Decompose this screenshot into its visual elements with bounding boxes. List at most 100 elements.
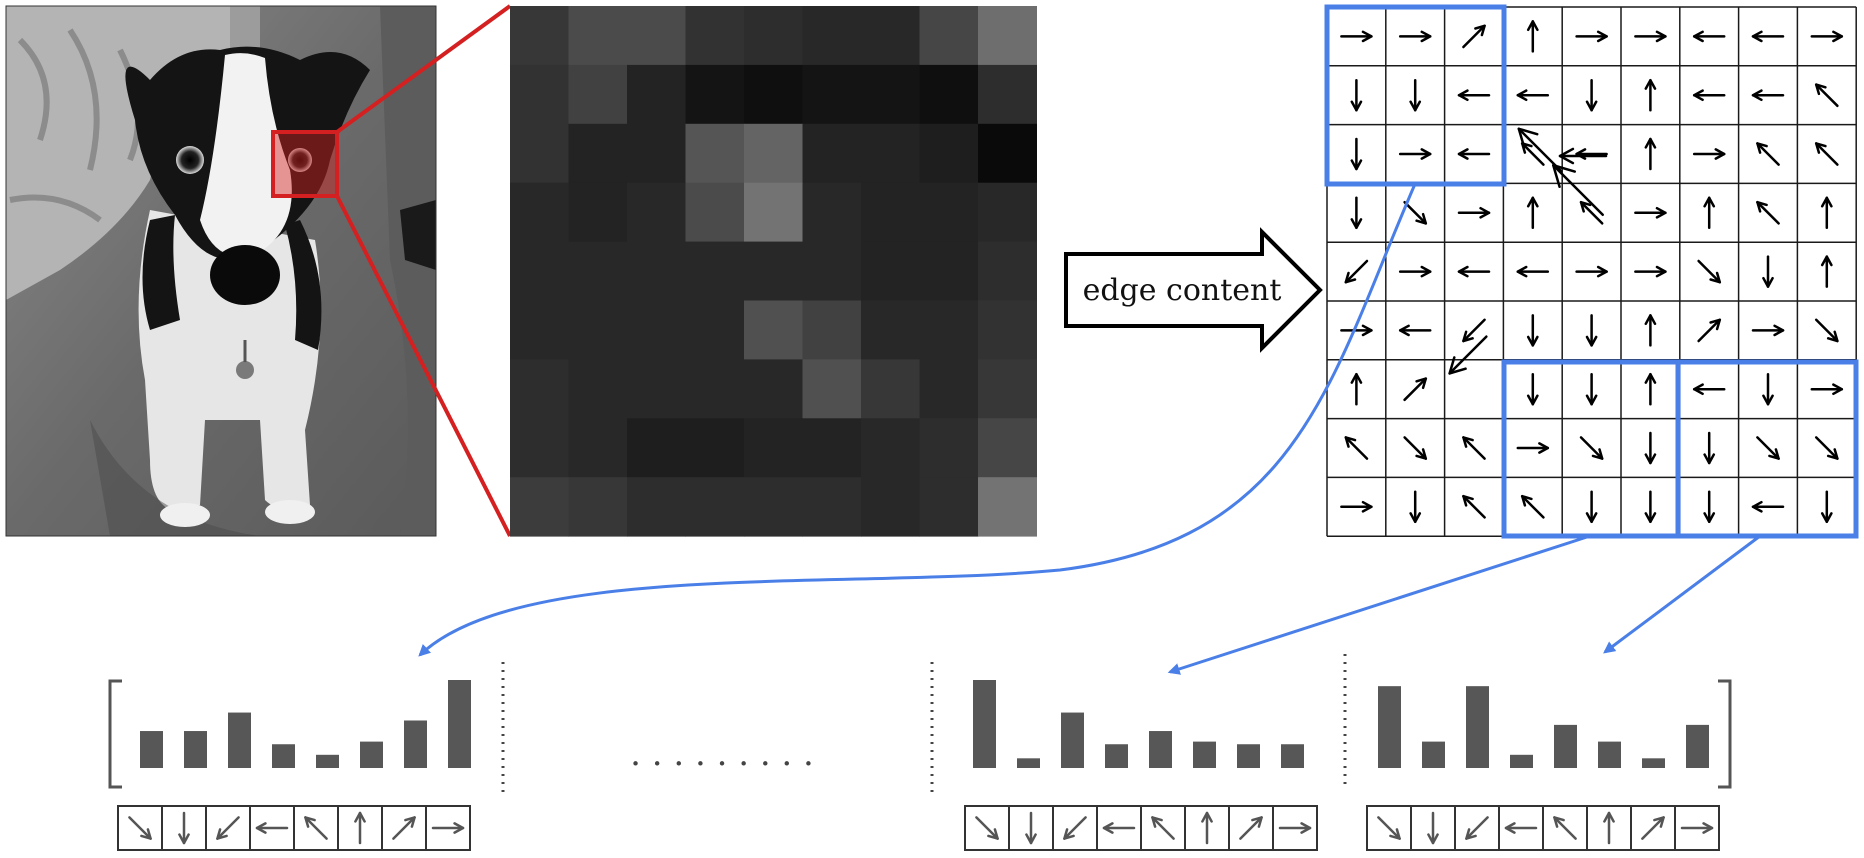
gradient-arrow [1697, 318, 1722, 343]
pixel-cell [919, 64, 979, 125]
histogram-bar [1510, 754, 1533, 768]
pixel-cell [978, 123, 1037, 184]
pixel-cell [861, 359, 920, 419]
pixel-cell [510, 477, 569, 537]
histogram-bar [1686, 724, 1709, 768]
histogram-bar [1237, 744, 1260, 768]
gradient-arrow [1340, 30, 1373, 43]
gradient-arrow-long [1517, 127, 1563, 173]
pixel-cell [510, 418, 569, 478]
gradient-arrow [1398, 148, 1432, 160]
pixel-cell [627, 6, 686, 66]
pixel-cell [568, 182, 628, 243]
bin-arrow [1102, 822, 1136, 834]
pixel-cell [802, 418, 862, 478]
gradient-arrow [1814, 142, 1839, 166]
bin-arrow [1025, 811, 1037, 845]
bin-arrow [304, 816, 328, 840]
gradient-arrow [1403, 377, 1428, 402]
bin-arrow [975, 816, 999, 840]
pixel-cell [861, 123, 920, 184]
gradient-arrow-long [1552, 164, 1604, 216]
gradient-arrow [1644, 314, 1657, 347]
selection-box-top-left [1324, 4, 1507, 187]
gradient-arrow [1520, 494, 1545, 519]
histogram-bar [1598, 741, 1621, 768]
gradient-arrow [1751, 324, 1785, 337]
gradient-arrow [1403, 436, 1428, 460]
pixel-cell [978, 241, 1037, 301]
pixel-cell [919, 359, 979, 419]
gradient-orientation-grid [1326, 6, 1857, 537]
gradient-arrow [1820, 255, 1833, 288]
bin-arrow [431, 822, 465, 834]
bin-arrow [1504, 822, 1538, 834]
pixel-cell [744, 241, 803, 301]
pixel-cell [568, 64, 628, 125]
gradient-arrow [1579, 200, 1604, 225]
pixel-cell [861, 241, 920, 301]
gradient-arrow [1575, 265, 1608, 278]
bin-arrow [1680, 822, 1714, 834]
gradient-arrow [1403, 200, 1428, 225]
pixel-cell [568, 6, 628, 66]
pixel-cell [861, 64, 920, 125]
pixel-cell [919, 477, 979, 537]
pixel-cell [919, 241, 979, 301]
pixel-cell [685, 300, 745, 360]
histogram-1 [140, 680, 471, 768]
bin-legend-2 [964, 805, 1318, 851]
pixel-cell [978, 300, 1037, 360]
pixel-cell [744, 64, 803, 125]
gradient-arrow [1644, 431, 1657, 465]
connector-top-left [418, 183, 1417, 657]
pixel-cell [802, 300, 862, 360]
gradient-arrow [1350, 78, 1363, 112]
pixel-cell [802, 64, 862, 125]
histogram-bar [1281, 744, 1304, 768]
pixel-cell [744, 359, 803, 419]
pixel-cell [802, 123, 862, 184]
pixel-cell [510, 64, 569, 125]
gradient-arrow [1340, 324, 1373, 337]
cell-selections [1324, 4, 1859, 539]
pixel-cell [978, 477, 1037, 537]
gradient-arrow [1756, 142, 1780, 166]
pixel-cell [802, 359, 862, 419]
pixel-cell [510, 182, 569, 243]
pixel-cell [744, 6, 803, 66]
bin-legend-3 [1366, 805, 1720, 851]
histogram-3 [1378, 686, 1709, 768]
pixel-cell [978, 6, 1037, 66]
gradient-arrow [1644, 490, 1657, 524]
bin-arrow [1201, 811, 1213, 845]
gradient-arrow-long [1558, 147, 1608, 165]
gradient-arrow [1697, 259, 1722, 284]
gradient-arrow [1344, 259, 1369, 284]
pixel-cell [861, 182, 920, 243]
pixel-cell [510, 6, 569, 66]
gradient-arrow [1751, 89, 1785, 102]
gradient-arrow [1585, 78, 1598, 112]
gradient-arrow [1692, 30, 1726, 43]
gradient-arrow [1756, 436, 1780, 460]
pixel-cell [978, 418, 1037, 478]
gradient-arrow [1634, 30, 1667, 43]
pixel-cell [919, 123, 979, 184]
gradient-arrow [1820, 196, 1833, 230]
histogram-bar [1642, 758, 1665, 768]
gradient-arrow [1409, 78, 1422, 112]
highlight-patch [271, 130, 339, 198]
histogram-bar [272, 744, 295, 768]
gradient-arrow [1350, 137, 1363, 171]
gradient-arrow [1810, 30, 1844, 43]
bin-arrow [1063, 816, 1087, 840]
edge-content-label: edge content [1083, 273, 1282, 308]
gradient-arrow [1644, 372, 1657, 406]
pixel-cell [919, 182, 979, 243]
bin-arrow [1641, 816, 1665, 840]
gradient-arrow [1703, 490, 1716, 524]
pixel-cell [627, 300, 686, 360]
gradient-arrow [1751, 500, 1785, 513]
gradient-arrow [1692, 148, 1726, 160]
